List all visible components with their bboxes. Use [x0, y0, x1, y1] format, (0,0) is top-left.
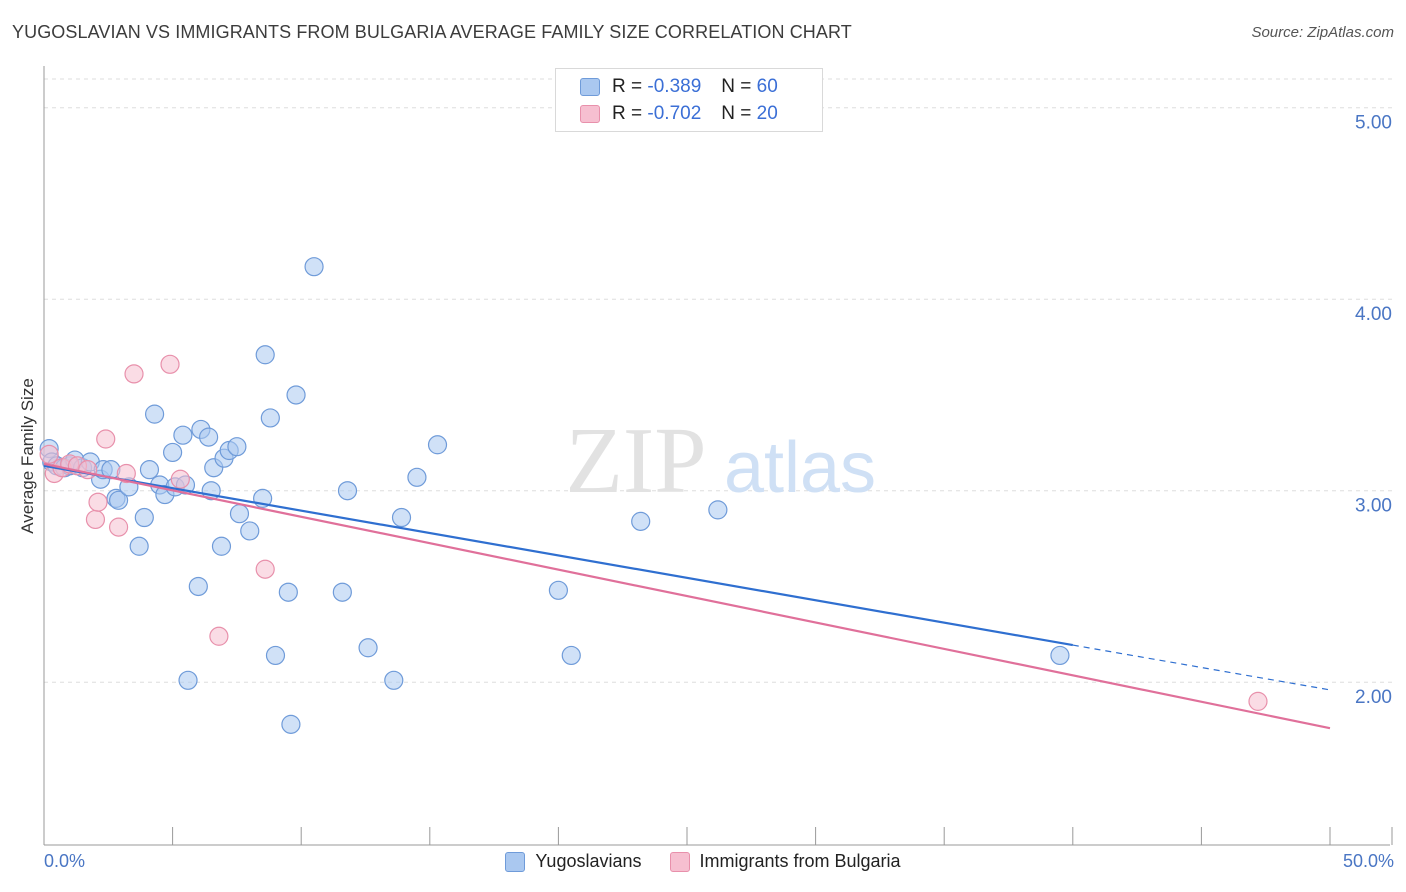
legend-n-value: 60	[756, 76, 778, 97]
legend-r-label: R =	[612, 103, 643, 124]
legend-swatch-blue	[580, 78, 600, 96]
legend-n-label: N =	[721, 103, 752, 124]
yugoslavian-point	[265, 645, 286, 666]
y-tick-labels: 2.00 3.00 4.00 5.00	[1355, 113, 1392, 708]
bulgaria-trend-line	[43, 462, 1331, 730]
legend-n-label: N =	[721, 76, 752, 97]
yugoslavian-point	[708, 500, 728, 520]
yugoslavian-point	[281, 714, 301, 734]
legend-row-bulgaria: R = -0.702 N = 20	[556, 100, 778, 128]
yugoslavian-point	[139, 460, 160, 480]
yugoslavian-point	[173, 425, 193, 445]
y-tick-label: 3.00	[1355, 496, 1392, 517]
yugoslavian-point	[108, 490, 129, 510]
legend-item-bulgaria: Immigrants from Bulgaria	[669, 851, 901, 872]
yugoslavian-trend-line	[43, 464, 1073, 647]
y-tick-label: 2.00	[1355, 687, 1392, 708]
legend-label-yugoslavians: Yugoslavians	[535, 851, 642, 871]
yugoslavian-point	[260, 408, 280, 428]
y-axis-label: Average Family Size	[18, 378, 37, 534]
series-legend: Yugoslavians Immigrants from Bulgaria	[0, 851, 1406, 872]
bulgaria-point	[88, 492, 108, 512]
source-label: Source: ZipAtlas.com	[1251, 24, 1394, 41]
yugoslavian-point	[391, 507, 412, 528]
watermark-zip: ZIP	[566, 409, 707, 513]
yugoslavian-point	[548, 580, 569, 600]
yugoslavian-point	[332, 582, 352, 602]
yugoslavian-point	[227, 437, 247, 457]
legend-row-yugoslavians: R = -0.389 N = 60	[556, 73, 778, 101]
yugoslavian-point	[211, 536, 232, 556]
legend-r-value: -0.389	[647, 76, 702, 97]
yugoslavian-point	[134, 507, 154, 528]
bulgaria-point	[209, 626, 229, 646]
yugoslavian-point	[240, 521, 260, 541]
bulgaria-point	[116, 463, 136, 484]
y-tick-label: 5.00	[1355, 113, 1392, 134]
chart-title: YUGOSLAVIAN VS IMMIGRANTS FROM BULGARIA …	[12, 22, 852, 42]
yugoslavian-point	[561, 645, 581, 666]
legend-label-bulgaria: Immigrants from Bulgaria	[699, 851, 901, 871]
yugoslavian-point	[427, 435, 448, 455]
yugoslavian-point	[407, 467, 427, 487]
yugoslavian-point	[631, 511, 651, 531]
yugoslavian-point	[199, 427, 219, 447]
yugoslavian-point	[384, 670, 404, 690]
watermark-atlas: atlas	[724, 428, 876, 508]
bulgaria-point	[108, 517, 129, 537]
legend-swatch-pink	[580, 105, 600, 123]
bulgaria-point	[96, 429, 116, 449]
yugoslavian-point	[163, 442, 183, 463]
axes	[43, 66, 1393, 846]
yugoslavian-point	[278, 582, 298, 602]
watermark: ZIP atlas	[566, 409, 877, 513]
yugoslavian-point	[229, 504, 250, 524]
yugoslavian-point	[255, 345, 275, 365]
bulgaria-point	[170, 469, 190, 489]
legend-r-label: R =	[612, 76, 643, 97]
yugoslavian-point	[129, 536, 149, 556]
bulgaria-point	[1248, 691, 1268, 711]
legend-swatch-pink	[669, 851, 690, 872]
legend-r-value: -0.702	[647, 103, 702, 124]
bulgaria-point	[78, 460, 98, 480]
correlation-legend: R = -0.389 N = 60 R = -0.702 N = 20	[555, 68, 823, 132]
bulgaria-point	[255, 559, 275, 579]
yugoslavian-point	[188, 576, 208, 597]
yugoslavian-point	[178, 670, 198, 690]
yugoslavian-point	[304, 257, 324, 277]
grid	[44, 78, 1396, 683]
trend-lines	[43, 462, 1331, 730]
yugoslavian-point	[144, 404, 165, 424]
bulgaria-point	[85, 509, 106, 530]
x-tick-label-min: 0.0%	[44, 851, 86, 871]
legend-n-value: 20	[756, 103, 778, 124]
yugoslavian-point	[1050, 645, 1070, 666]
yugoslavian-point	[286, 385, 306, 405]
legend-swatch-blue	[505, 851, 526, 872]
data-points	[39, 257, 1268, 734]
y-tick-label: 4.00	[1355, 304, 1392, 325]
bulgaria-point	[124, 364, 144, 384]
legend-item-yugoslavians: Yugoslavians	[505, 851, 642, 872]
x-tick-label-max: 50.0%	[1342, 851, 1394, 871]
yugoslavian-point	[358, 638, 378, 658]
bulgaria-point	[39, 444, 59, 464]
yugoslavian-point	[337, 481, 358, 501]
bulgaria-point	[160, 354, 180, 374]
